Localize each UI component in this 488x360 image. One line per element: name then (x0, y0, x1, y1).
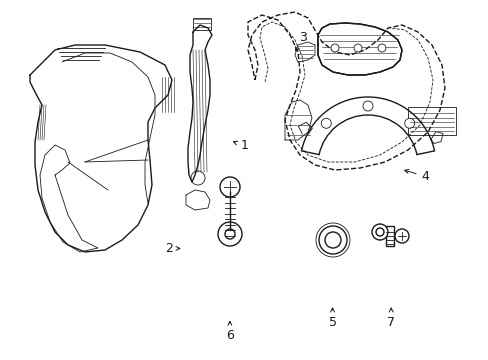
Circle shape (394, 229, 408, 243)
Circle shape (330, 44, 338, 52)
Text: 3: 3 (295, 31, 306, 51)
Circle shape (224, 229, 235, 239)
FancyBboxPatch shape (193, 18, 210, 30)
Circle shape (377, 44, 385, 52)
Text: 6: 6 (225, 321, 233, 342)
Circle shape (404, 118, 414, 128)
Circle shape (375, 228, 383, 236)
Circle shape (318, 226, 346, 254)
Text: 5: 5 (328, 308, 336, 329)
Text: 7: 7 (386, 308, 394, 329)
Circle shape (362, 101, 372, 111)
FancyBboxPatch shape (385, 226, 393, 246)
Polygon shape (317, 23, 401, 75)
Circle shape (353, 44, 361, 52)
Text: 4: 4 (404, 170, 428, 183)
Circle shape (321, 118, 330, 128)
Circle shape (220, 177, 240, 197)
Text: 2: 2 (164, 242, 180, 255)
Circle shape (191, 171, 204, 185)
Text: 1: 1 (233, 139, 248, 152)
Circle shape (371, 224, 387, 240)
Circle shape (218, 222, 242, 246)
Bar (407, 107, 455, 135)
Circle shape (325, 232, 340, 248)
